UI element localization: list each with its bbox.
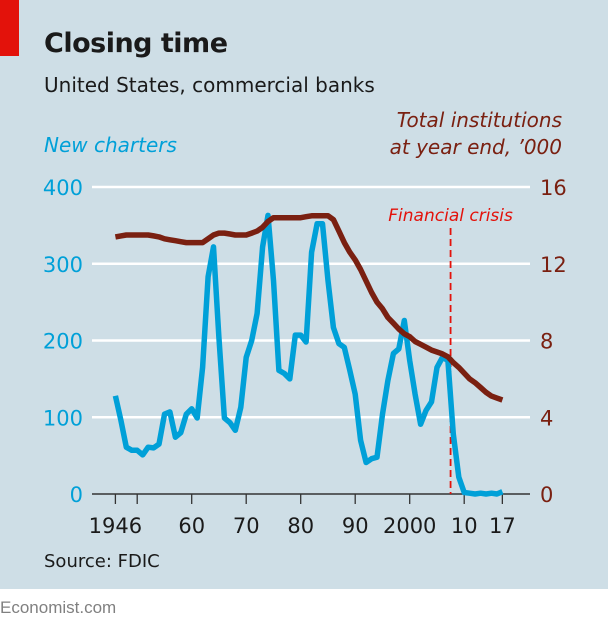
left-tick-label: 400 bbox=[43, 176, 83, 200]
x-tick-label: 90 bbox=[342, 514, 369, 538]
x-tick-label: 1946 bbox=[89, 514, 142, 538]
left-tick-label: 100 bbox=[43, 406, 83, 430]
x-tick-label: 70 bbox=[233, 514, 260, 538]
right-axis-title: Total institutions at year end, ’000 bbox=[390, 107, 562, 161]
chart-title: Closing time bbox=[44, 28, 228, 59]
left-tick-label: 200 bbox=[43, 330, 83, 354]
right-tick-label: 12 bbox=[540, 253, 567, 277]
left-tick-label: 0 bbox=[70, 483, 83, 507]
source-note: Source: FDIC bbox=[44, 551, 160, 572]
x-tick-label: 10 bbox=[451, 514, 478, 538]
right-axis-title-line-1: Total institutions bbox=[396, 108, 562, 132]
x-tick-label: 80 bbox=[287, 514, 314, 538]
left-tick-label: 300 bbox=[43, 253, 83, 277]
right-tick-label: 4 bbox=[540, 406, 553, 430]
right-tick-label: 0 bbox=[540, 483, 553, 507]
new-charters-line bbox=[112, 212, 504, 497]
brand-accent-bar bbox=[0, 0, 19, 56]
right-tick-label: 8 bbox=[540, 330, 553, 354]
x-tick-label: 2000 bbox=[383, 514, 436, 538]
x-tick-label: 17 bbox=[489, 514, 516, 538]
left-axis-title: New charters bbox=[44, 133, 177, 157]
financial-crisis-label: Financial crisis bbox=[388, 206, 513, 226]
chart-panel bbox=[0, 0, 608, 589]
total-institutions-line bbox=[114, 213, 504, 403]
chart-subtitle: United States, commercial banks bbox=[44, 73, 375, 97]
right-tick-label: 16 bbox=[540, 176, 567, 200]
economist-brand: Economist.com bbox=[0, 598, 117, 617]
right-axis-title-line-2: at year end, ’000 bbox=[389, 135, 562, 159]
x-tick-label: 60 bbox=[178, 514, 205, 538]
